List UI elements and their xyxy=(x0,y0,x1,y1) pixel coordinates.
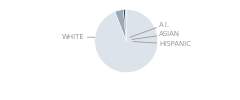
Text: WHITE: WHITE xyxy=(62,34,95,40)
Wedge shape xyxy=(115,10,126,41)
Text: A.I.: A.I. xyxy=(130,22,171,37)
Text: ASIAN: ASIAN xyxy=(132,31,180,39)
Wedge shape xyxy=(123,10,126,41)
Text: HISPANIC: HISPANIC xyxy=(133,41,192,47)
Wedge shape xyxy=(95,10,158,72)
